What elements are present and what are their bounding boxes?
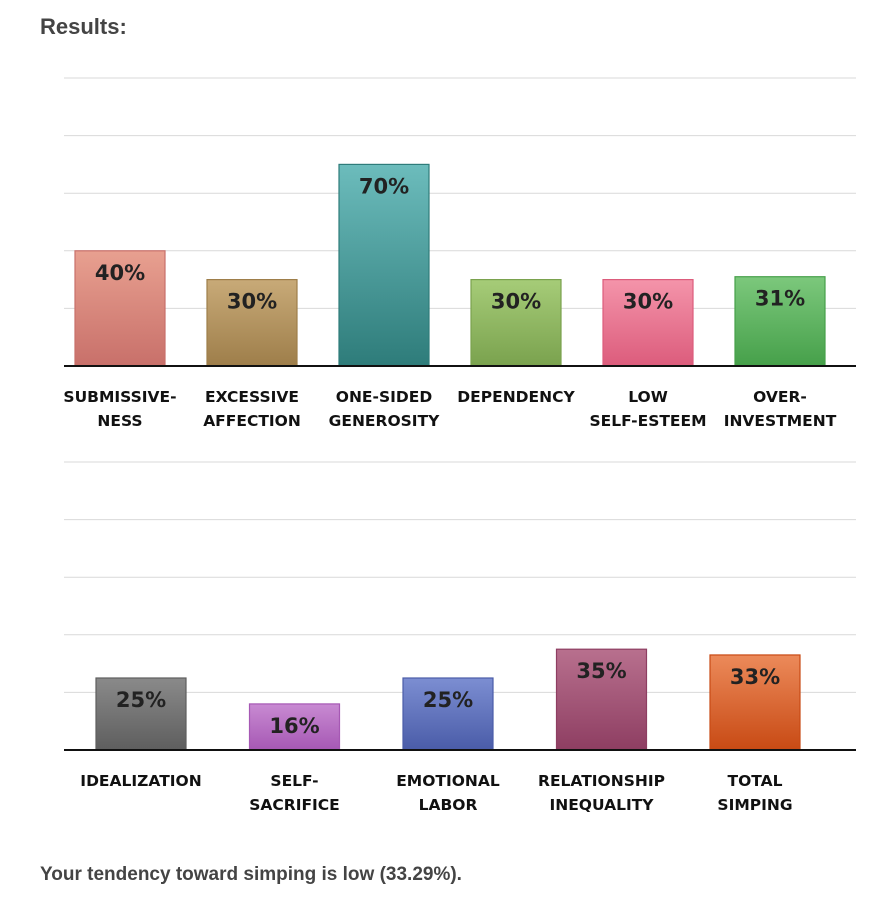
- bar-value-label: 25%: [423, 688, 473, 712]
- category-label: SELF-ESTEEM: [589, 412, 706, 430]
- bar-value-label: 70%: [359, 174, 409, 198]
- category-label: AFFECTION: [203, 412, 301, 430]
- bar-value-label: 16%: [269, 714, 319, 738]
- bar: [95, 677, 187, 751]
- bar-value-label: 25%: [116, 688, 166, 712]
- category-label: SELF-: [270, 772, 318, 790]
- bar: [74, 250, 166, 367]
- bar: [338, 163, 430, 367]
- bar: [734, 276, 826, 367]
- category-label: LABOR: [419, 796, 478, 814]
- category-label: RELATIONSHIP: [538, 772, 665, 790]
- bar: [602, 279, 694, 367]
- category-label: INVESTMENT: [724, 412, 837, 430]
- category-label: DEPENDENCY: [457, 388, 575, 406]
- bar: [555, 648, 648, 751]
- category-label: GENEROSITY: [329, 412, 440, 430]
- bar: [402, 677, 494, 751]
- category-label: TOTAL: [728, 772, 783, 790]
- bar-value-label: 30%: [227, 290, 277, 314]
- category-label: OVER-: [753, 388, 807, 406]
- bar-value-label: 30%: [623, 290, 673, 314]
- bar: [248, 703, 341, 751]
- category-label: EXCESSIVE: [205, 388, 299, 406]
- category-label: NESS: [97, 412, 142, 430]
- category-label: ONE-SIDED: [336, 388, 433, 406]
- category-label: IDEALIZATION: [80, 772, 201, 790]
- category-label: INEQUALITY: [549, 796, 654, 814]
- bar-chart-overall: 25% IDEALIZATION 16% SELF- SACRIFICE 25% EMOTI…: [64, 461, 856, 814]
- bar-value-label: 35%: [576, 659, 626, 683]
- bar-chart-traits: 40% SUBMISSIVE- NESS 30% EXCESSIVE AFFECTION 7…: [63, 77, 856, 430]
- category-label: SUBMISSIVE-: [63, 388, 176, 406]
- category-label: EMOTIONAL: [396, 772, 500, 790]
- category-label: SACRIFICE: [249, 796, 340, 814]
- results-heading: Results:: [40, 14, 127, 39]
- category-label: SIMPING: [717, 796, 792, 814]
- bar-value-label: 31%: [755, 287, 805, 311]
- bar-value-label: 30%: [491, 290, 541, 314]
- bar-value-label: 40%: [95, 261, 145, 285]
- category-label: LOW: [628, 388, 668, 406]
- bar: [470, 279, 562, 367]
- result-summary: Your tendency toward simping is low (33.…: [40, 864, 462, 885]
- bar-value-label: 33%: [730, 665, 780, 689]
- bar: [709, 654, 801, 751]
